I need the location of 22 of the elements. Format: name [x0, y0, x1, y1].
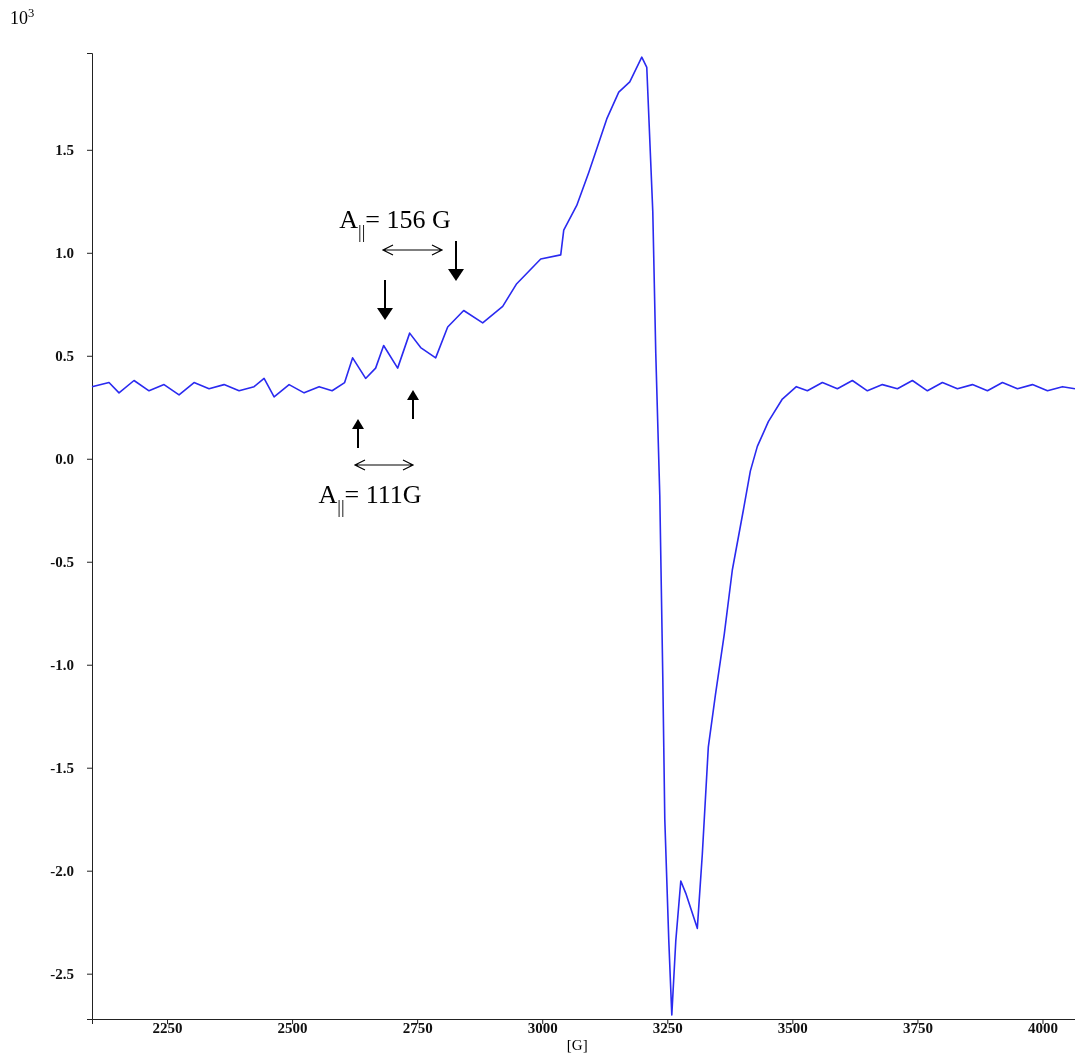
- y-axis-title: 10$^{3}$: [10, 6, 35, 28]
- y-tick-label: -2.0: [50, 863, 74, 879]
- y-tick-label: -1.5: [50, 760, 74, 777]
- y-tick-label: 1.5: [55, 142, 74, 159]
- annotation: A$_{||}$= 156 G: [339, 205, 451, 242]
- x-tick-label: 2500: [277, 1020, 308, 1036]
- x-tick-label: 3000: [527, 1020, 558, 1036]
- y-tick-label: 1.0: [55, 245, 74, 262]
- line-series: [91, 56, 1075, 1016]
- x-tick-label: 2250: [152, 1020, 183, 1036]
- y-tick-label: 0.0: [55, 451, 74, 468]
- x-axis-title: [G]: [566, 1037, 588, 1053]
- x-tick-label: 3750: [902, 1020, 933, 1036]
- y-tick-label: -2.5: [50, 965, 74, 982]
- x-tick-label: 2750: [402, 1020, 433, 1036]
- x-tick-label: 3250: [652, 1020, 683, 1036]
- y-tick-label: -1.0: [50, 657, 74, 674]
- x-tick-label: 4000: [1027, 1020, 1058, 1036]
- y-tick-label: -0.5: [50, 554, 74, 571]
- x-tick-label: 3500: [777, 1020, 808, 1036]
- annotation: A$_{||}$= 111G: [318, 480, 422, 517]
- y-tick-label: 0.5: [55, 348, 74, 365]
